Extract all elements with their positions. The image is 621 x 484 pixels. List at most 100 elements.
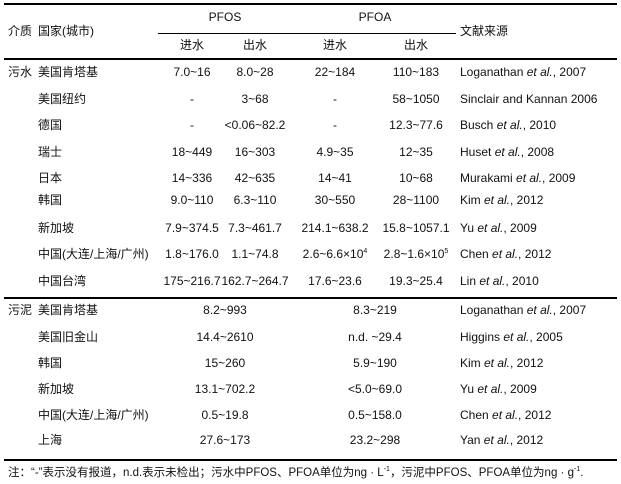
pfoa-cell: <5.0~69.0: [348, 382, 402, 396]
pfos-cell-text: 8.2~993: [203, 303, 247, 317]
pfos-influent-cell-text: -: [190, 92, 194, 106]
country-cell-text: 瑞士: [38, 145, 63, 159]
pfoa-effluent-cell-text: 2.8~1.6×10: [383, 247, 445, 261]
country-cell: 上海: [38, 433, 62, 447]
reference-part: , 2012: [510, 193, 544, 207]
reference-part: , 2010: [505, 274, 539, 288]
pfos-effluent-cell-text: 162.7~264.7: [221, 274, 289, 288]
pfos-influent-cell-text: 175~216.7: [163, 274, 221, 288]
header-pfoa-influent: 进水: [322, 38, 348, 52]
reference-part: Lin: [460, 274, 480, 288]
pfos-influent-cell: 18~449: [172, 145, 212, 159]
reference-part: , 2012: [510, 356, 544, 370]
pfos-effluent-cell-text: <0.06~82.2: [224, 118, 286, 132]
medium-label: 污水: [8, 65, 32, 79]
reference-part: Loganathan: [460, 65, 527, 79]
pfos-cell-text: 0.5~19.8: [201, 408, 249, 422]
reference-part: et al.: [483, 433, 510, 447]
country-cell-text: 中国(大连/上海/广州): [38, 408, 149, 422]
reference-part: et al.: [492, 247, 519, 261]
reference-part: et al.: [479, 274, 506, 288]
country-cell: 新加坡: [38, 382, 74, 396]
pfos-effluent-cell: 7.3~461.7: [228, 221, 282, 235]
reference-part: , 2009: [503, 221, 537, 235]
header-pfoa: PFOA: [358, 10, 392, 24]
country-cell: 中国(大连/上海/广州): [38, 247, 149, 261]
pfos-effluent-cell-text: 6.3~110: [233, 193, 277, 207]
pfoa-effluent-cell-text: 15.8~1057.1: [382, 221, 450, 235]
country-cell: 新加坡: [38, 221, 74, 235]
pfos-influent-cell-text: -: [190, 118, 194, 132]
reference-part: Chen: [460, 247, 493, 261]
country-cell-text: 德国: [38, 118, 63, 132]
pfos-influent-cell: 7.9~374.5: [165, 221, 219, 235]
pfoa-effluent-cell: 110~183: [393, 65, 439, 79]
pfoa-influent-cell-text: 2.6~6.6×10: [302, 247, 364, 261]
reference-part: et al.: [496, 118, 523, 132]
pfos-effluent-cell-text: 16~303: [234, 145, 276, 159]
pfoa-influent-cell: 4.9~35: [316, 145, 353, 159]
pfoa-effluent-cell: 12~35: [399, 145, 433, 159]
pfos-effluent-cell-text: 42~635: [234, 171, 276, 185]
pfos-cell-text: 13.1~702.2: [194, 382, 256, 396]
pfoa-influent-cell-text: 14~41: [318, 171, 352, 185]
top-rule: [4, 3, 617, 5]
pfos-cell: 27.6~173: [200, 433, 250, 447]
pfoa-influent-cell-exponent: 4: [363, 248, 368, 255]
note-part-c: .: [580, 467, 584, 479]
reference-cell: Sinclair and Kannan 2006: [460, 92, 597, 106]
reference-part: et al.: [526, 65, 553, 79]
header-pfos-effluent: 出水: [242, 38, 268, 52]
country-cell-text: 上海: [38, 433, 63, 447]
pfoa-cell-text: <5.0~69.0: [347, 382, 403, 396]
reference-part: et al.: [503, 330, 530, 344]
country-cell-text: 美国肯塔基: [38, 65, 99, 79]
pfos-effluent-cell: 42~635: [235, 171, 275, 185]
header-pfos-influent: 进水: [179, 38, 205, 52]
pfos-effluent-cell: <0.06~82.2: [225, 118, 286, 132]
pfos-influent-cell: 1.8~176.0: [165, 247, 219, 261]
pfoa-effluent-cell-text: 12~35: [399, 145, 433, 159]
reference-part: Loganathan: [460, 303, 527, 317]
pfoa-effluent-cell: 28~1100: [393, 193, 439, 207]
pfos-effluent-cell-text: 3~68: [241, 92, 269, 106]
pfos-cell: 15~260: [205, 356, 245, 370]
reference-part: Huset: [460, 145, 495, 159]
reference-cell: Loganathan et al., 2007: [460, 65, 586, 79]
pfos-effluent-cell: 6.3~110: [234, 193, 277, 207]
pfos-effluent-cell: 162.7~264.7: [221, 274, 288, 288]
pfoa-cell: n.d. ~29.4: [348, 330, 402, 344]
reference-part: , 2009: [542, 171, 576, 185]
country-cell: 韩国: [38, 193, 62, 207]
country-cell: 韩国: [38, 356, 62, 370]
pfoa-effluent-cell-text: 19.3~25.4: [389, 274, 443, 288]
pfoa-cell-text: 5.9~190: [353, 356, 397, 370]
reference-part: Higgins: [460, 330, 504, 344]
pfos-influent-cell-text: 9.0~110: [170, 193, 214, 207]
bottom-rule: [4, 459, 617, 461]
pfoa-influent-cell: 17.6~23.6: [308, 274, 362, 288]
country-cell-text: 美国纽约: [38, 92, 87, 106]
reference-part: Sinclair and Kannan 2006: [460, 92, 598, 106]
reference-cell: Huset et al., 2008: [460, 145, 554, 159]
pfoa-effluent-cell: 58~1050: [392, 92, 439, 106]
country-cell: 美国肯塔基: [38, 303, 98, 317]
pfos-influent-cell: 14~336: [172, 171, 212, 185]
country-cell-text: 美国旧金山: [38, 330, 99, 344]
medium-label-text: 污水: [8, 65, 33, 79]
reference-part: Chen: [460, 408, 493, 422]
pfoa-effluent-cell-text: 12.3~77.6: [389, 118, 443, 132]
reference-part: et al.: [484, 193, 511, 207]
reference-cell: Yu et al., 2009: [460, 382, 537, 396]
pfoa-effluent-cell: 19.3~25.4: [389, 274, 443, 288]
note-part-b: ，污泥中PFOS、PFOA单位为ng · g: [389, 467, 574, 479]
pfos-effluent-cell: 3~68: [241, 92, 268, 106]
reference-part: et al.: [492, 408, 519, 422]
pfos-cell-text: 27.6~173: [199, 433, 251, 447]
reference-cell: Kim et al., 2012: [460, 193, 543, 207]
pfos-influent-cell: -: [190, 92, 194, 106]
header-medium: 介质: [8, 24, 33, 38]
country-cell: 中国台湾: [38, 274, 86, 288]
pfoa-influent-cell: 14~41: [318, 171, 352, 185]
pfos-cell: 13.1~702.2: [195, 382, 255, 396]
